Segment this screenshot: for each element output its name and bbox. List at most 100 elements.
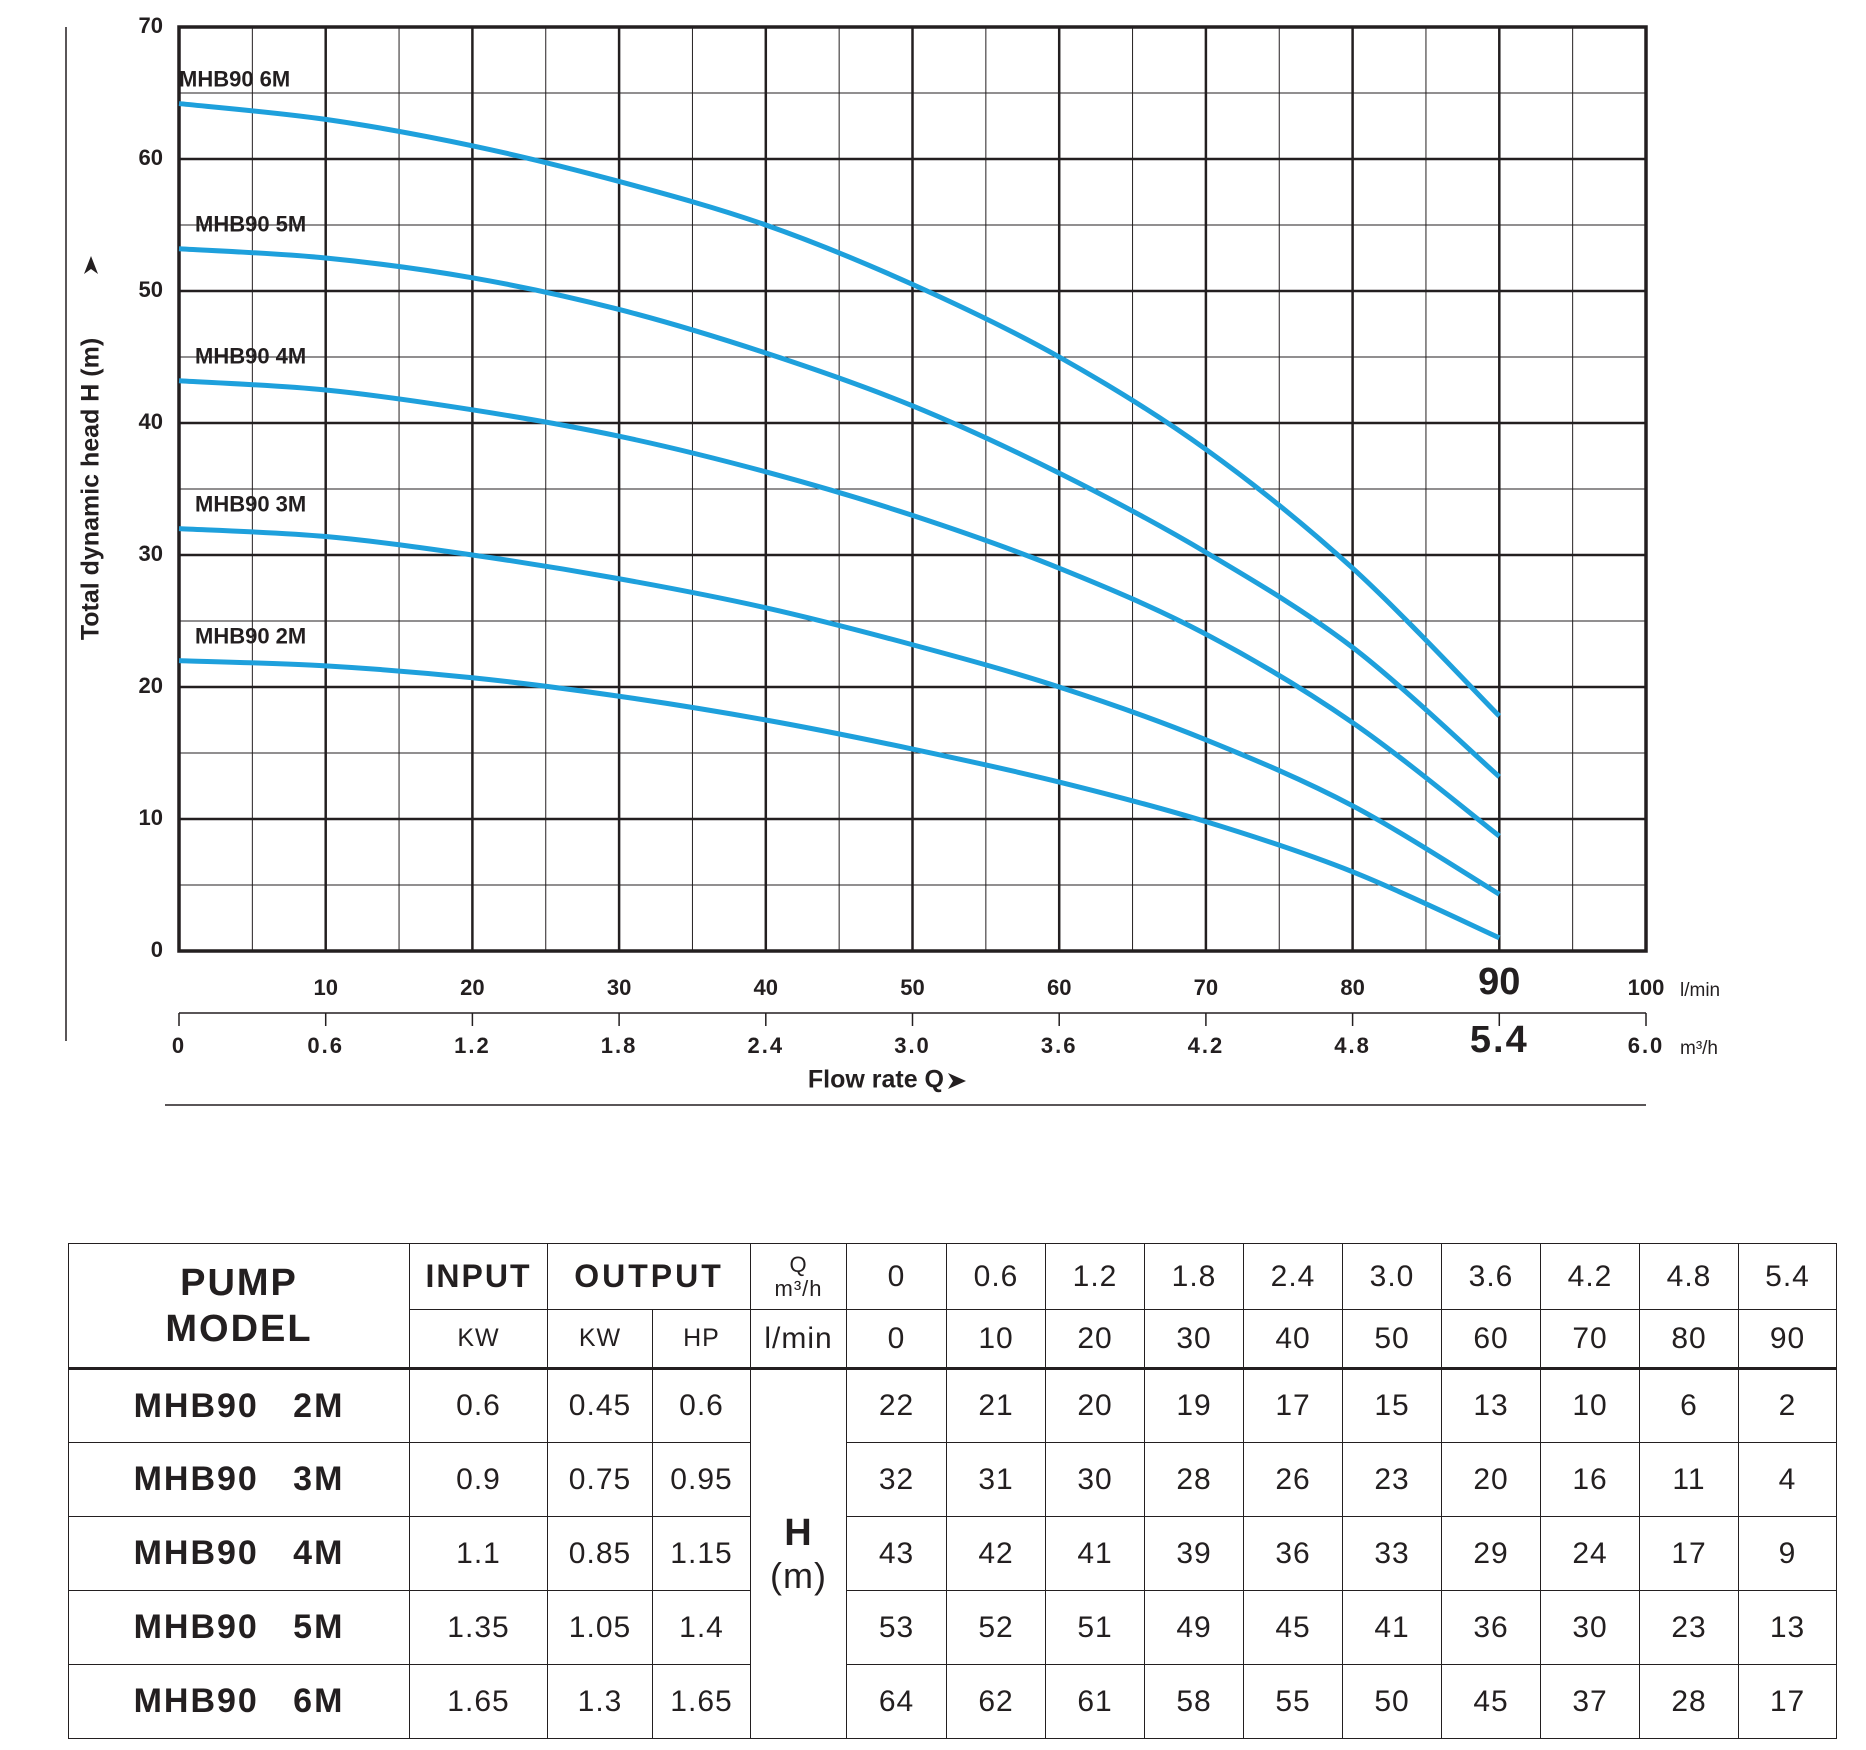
value-text: 1.4 — [679, 1610, 724, 1644]
chart: Total dynamic head H (m) Flow rate Q 0 10… — [65, 13, 1720, 1106]
value-cell: 36 — [1441, 1590, 1541, 1665]
value-text: 17 — [1769, 1684, 1806, 1718]
value-cell: 2 — [1738, 1368, 1837, 1443]
header-cell: H (m) — [750, 1368, 847, 1739]
table-row: MHB90 2M 0.6 0.45 0.6 H (m) 22 21 20 19 17 15 13 10 6 2 — [68, 1368, 1837, 1739]
header-cell: 70 — [1540, 1309, 1640, 1370]
value-text: 30 — [1572, 1610, 1608, 1644]
model-cell: MHB90 2M — [68, 1368, 410, 1443]
value-cell: 1.4 — [652, 1590, 751, 1665]
y-tick-label: 60 — [139, 145, 163, 170]
plot-frame — [177, 25, 1648, 953]
header-text: MODEL — [165, 1307, 313, 1350]
value-cell: 52 — [946, 1590, 1046, 1665]
value-cell: 9 — [1738, 1516, 1837, 1591]
header-text: 0 — [887, 1321, 906, 1355]
value-text: 2 — [1778, 1389, 1797, 1422]
header-text: 90 — [1769, 1321, 1806, 1355]
value-cell: 28 — [1639, 1664, 1739, 1739]
value-cell: 10 — [1540, 1368, 1640, 1443]
header-text: m³/h — [774, 1275, 823, 1301]
header-cell: 0 — [846, 1309, 947, 1370]
value-cell: 26 — [1243, 1442, 1343, 1517]
value-cell: 64 — [846, 1664, 947, 1739]
value-text: 10 — [1572, 1389, 1608, 1422]
value-cell: 58 — [1144, 1664, 1244, 1739]
x-unit: l/min — [1680, 980, 1720, 1001]
value-text: 64 — [878, 1684, 915, 1718]
x-tick-label: 90 — [1478, 961, 1520, 1003]
value-text: 49 — [1176, 1610, 1212, 1644]
value-text: 0.9 — [456, 1462, 501, 1496]
value-cell: 11 — [1639, 1442, 1739, 1517]
x-tick-label: 60 — [1047, 975, 1071, 1000]
value-text: 43 — [878, 1536, 915, 1570]
value-cell: 62 — [946, 1664, 1046, 1739]
value-cell: 0.6 — [409, 1368, 548, 1443]
value-cell: 30 — [1540, 1590, 1640, 1665]
model-name: MHB90 6M — [133, 1682, 345, 1720]
x2-tick-label: 0.6 — [307, 1033, 344, 1058]
value-text: 24 — [1572, 1536, 1608, 1570]
x2-tick-label: 5.4 — [1470, 1019, 1529, 1061]
value-text: 9 — [1778, 1536, 1797, 1570]
value-cell: 45 — [1441, 1664, 1541, 1739]
axis-arrow — [84, 256, 98, 274]
value-text: 6 — [1680, 1389, 1698, 1422]
value-cell: 16 — [1540, 1442, 1640, 1517]
value-cell: 1.65 — [409, 1664, 548, 1739]
value-text: 1.15 — [670, 1536, 733, 1570]
value-cell: 17 — [1738, 1664, 1837, 1739]
header-text: 20 — [1077, 1321, 1113, 1355]
value-cell: 41 — [1342, 1590, 1442, 1665]
y-tick-label: 20 — [139, 673, 163, 698]
header-cell: 30 — [1144, 1309, 1244, 1370]
value-cell: 22 — [846, 1368, 947, 1443]
value-cell: 24 — [1540, 1516, 1640, 1591]
x2-tick-label: 3.0 — [894, 1033, 931, 1058]
value-text: 28 — [1176, 1462, 1212, 1496]
x2-tick-label: 0 — [172, 1033, 186, 1058]
curve-label: MHB90 6M — [179, 66, 290, 91]
value-cell: 1.3 — [547, 1664, 653, 1739]
x2-tick-label: 1.8 — [601, 1033, 638, 1058]
model-name: MHB90 4M — [133, 1534, 345, 1572]
value-text: 4 — [1778, 1462, 1797, 1496]
value-cell: 36 — [1243, 1516, 1343, 1591]
value-cell: 0.95 — [652, 1442, 751, 1517]
value-text: 32 — [878, 1462, 915, 1496]
x2-tick-label: 2.4 — [748, 1033, 785, 1058]
model-cell: MHB90 3M — [68, 1442, 410, 1517]
value-cell: 43 — [846, 1516, 947, 1591]
value-cell: 20 — [1045, 1368, 1145, 1443]
header-text: PUMP — [180, 1261, 298, 1304]
value-cell: 17 — [1639, 1516, 1739, 1591]
value-text: 17 — [1275, 1389, 1311, 1422]
value-text: 1.1 — [456, 1536, 501, 1570]
header-cell: 40 — [1243, 1309, 1343, 1370]
value-text: 42 — [978, 1536, 1014, 1570]
value-cell: 13 — [1441, 1368, 1541, 1443]
value-cell: 0.6 — [652, 1368, 751, 1443]
value-cell: 41 — [1045, 1516, 1145, 1591]
header-text: 60 — [1473, 1321, 1509, 1355]
value-text: 0.45 — [568, 1389, 632, 1422]
value-text: 11 — [1672, 1462, 1706, 1496]
header-text: HP — [683, 1324, 720, 1352]
value-text: 13 — [1769, 1610, 1806, 1644]
curve-label: MHB90 4M — [195, 344, 306, 369]
header-text: 2.4 — [1270, 1259, 1316, 1293]
curve — [178, 101, 1502, 718]
header-text: 4.2 — [1567, 1259, 1613, 1293]
y-tick-label: 10 — [139, 805, 163, 830]
header-cell: 10 — [946, 1309, 1046, 1370]
header-text: 30 — [1176, 1321, 1212, 1355]
value-cell: 17 — [1243, 1368, 1343, 1443]
header-text: 50 — [1374, 1321, 1410, 1355]
model-cell: MHB90 5M — [68, 1590, 410, 1665]
x-tick-label: 100 — [1628, 975, 1665, 1000]
header-text: INPUT — [425, 1258, 532, 1294]
value-text: 45 — [1275, 1610, 1311, 1644]
value-text: 0.75 — [568, 1462, 632, 1496]
